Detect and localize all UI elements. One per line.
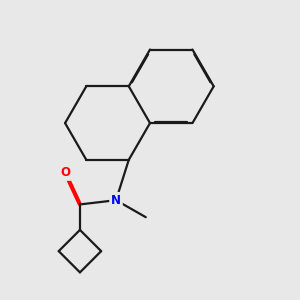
Text: O: O bbox=[60, 166, 70, 179]
Text: N: N bbox=[111, 194, 121, 207]
